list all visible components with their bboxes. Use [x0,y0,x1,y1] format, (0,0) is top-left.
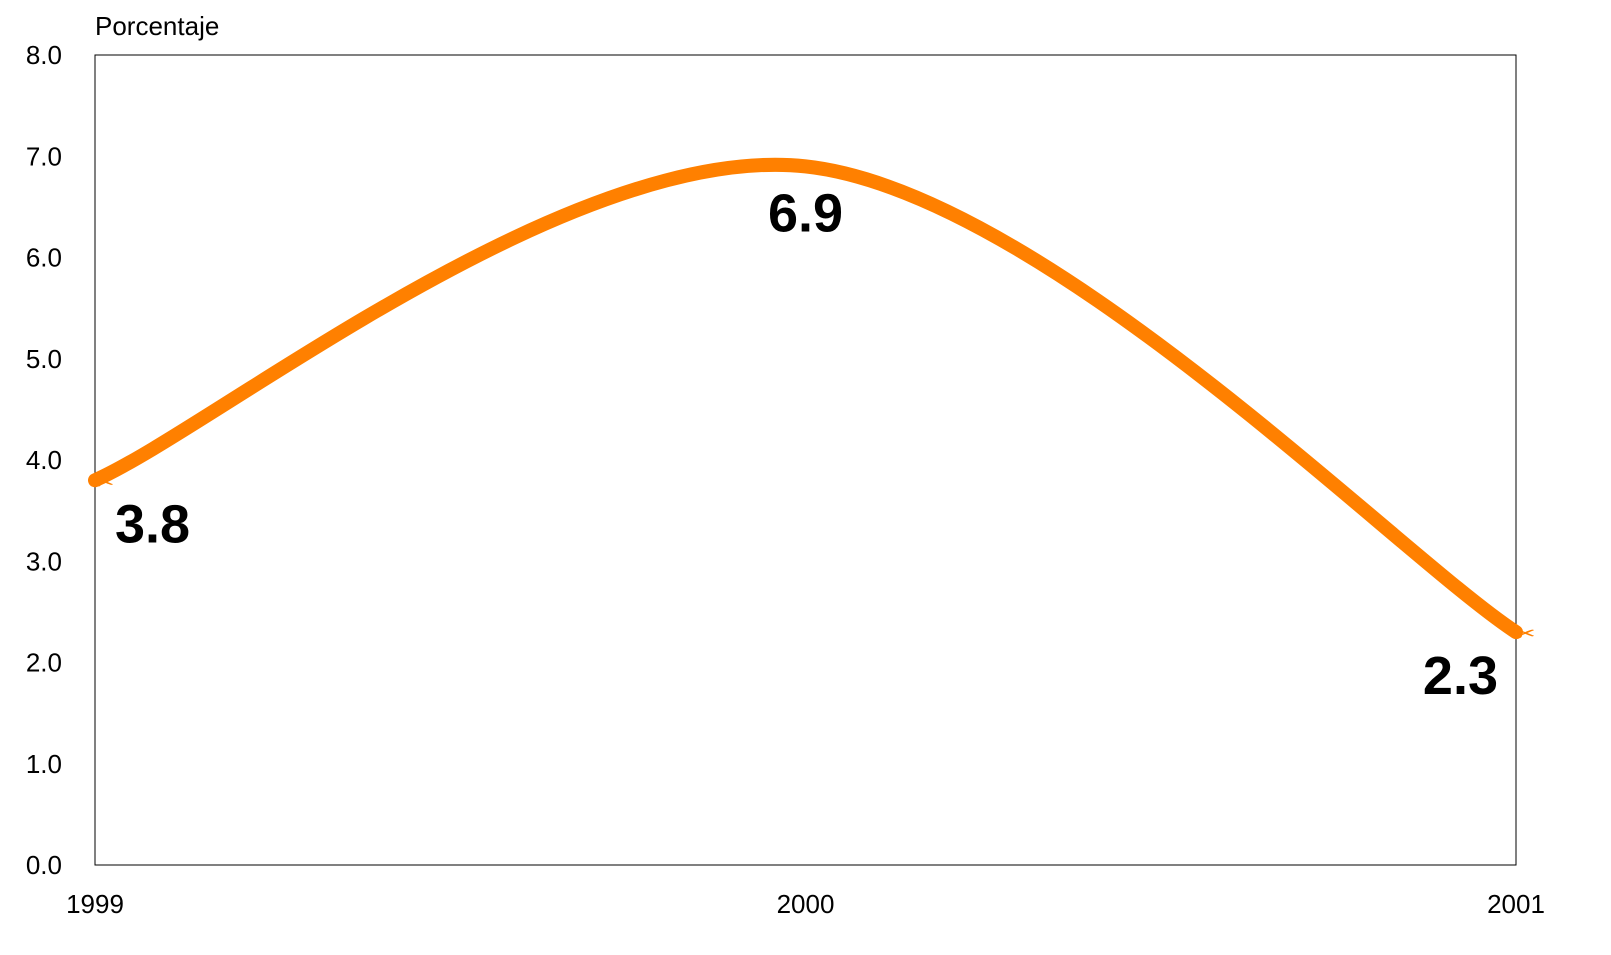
series-line [88,157,1523,640]
x-tick-label: 2000 [777,889,835,919]
y-tick-label: 7.0 [26,141,62,171]
scissors-icon: ✂ [96,469,114,494]
series-layer [88,157,1523,640]
y-axis-label: Porcentaje [95,11,219,41]
x-tick-label: 2001 [1487,889,1545,919]
data-label: 2.3 [1423,646,1498,706]
y-tick-label: 3.0 [26,546,62,576]
y-tick-label: 0.0 [26,850,62,880]
y-tick-label: 2.0 [26,648,62,678]
y-tick-label: 5.0 [26,344,62,374]
y-tick-label: 4.0 [26,445,62,475]
scissors-icon: ✂ [1517,621,1535,646]
y-tick-label: 1.0 [26,749,62,779]
marker-layer: ✂ ✂ ✂ [96,155,1535,646]
y-tick-label: 8.0 [26,40,62,70]
data-label: 3.8 [115,494,190,554]
y-axis-ticks: 0.0 1.0 2.0 3.0 4.0 5.0 6.0 7.0 8.0 [26,40,62,880]
data-label: 6.9 [768,183,843,243]
x-tick-label: 1999 [66,889,124,919]
y-tick-label: 6.0 [26,243,62,273]
x-axis-ticks: 1999 2000 2001 [66,889,1545,919]
scissors-icon: ✂ [806,155,824,180]
data-label-layer: 3.8 6.9 2.3 [115,183,1498,706]
plot-area-frame [94,54,1517,866]
